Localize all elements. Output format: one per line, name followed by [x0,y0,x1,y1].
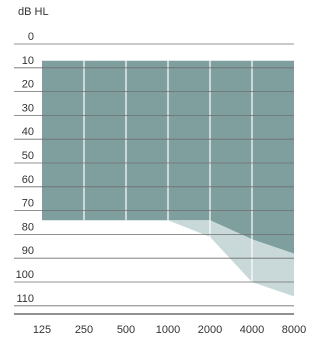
y-axis-label: dB HL [18,6,49,18]
area-band-2 [42,220,294,297]
y-tick-label: 110 [16,293,34,305]
x-tick-labels: 125 250 500 1000 2000 4000 8000 [33,324,306,336]
y-tick-label: 100 [16,269,34,281]
x-tick-label: 2000 [198,324,222,336]
y-tick-label: 10 [22,55,34,67]
x-tick-label: 8000 [282,324,306,336]
y-tick-label: 80 [22,221,34,233]
x-tick-label: 250 [75,324,93,336]
vertical-grid [83,60,253,283]
y-tick-label: 50 [22,150,34,162]
x-tick-label: 1000 [156,324,180,336]
y-tick-label: 60 [22,174,34,186]
y-tick-label: 20 [22,79,34,91]
x-tick-label: 125 [33,324,51,336]
y-tick-label: 90 [22,245,34,257]
y-tick-label: 30 [22,102,34,114]
y-tick-label: 70 [22,198,34,210]
x-tick-label: 4000 [240,324,264,336]
y-tick-labels: 0 10 20 30 40 50 60 70 80 90 100 110 [16,31,34,305]
y-tick-label: 40 [22,126,34,138]
y-tick-label: 0 [28,31,34,43]
x-tick-label: 500 [117,324,135,336]
horizontal-grid [14,43,294,307]
